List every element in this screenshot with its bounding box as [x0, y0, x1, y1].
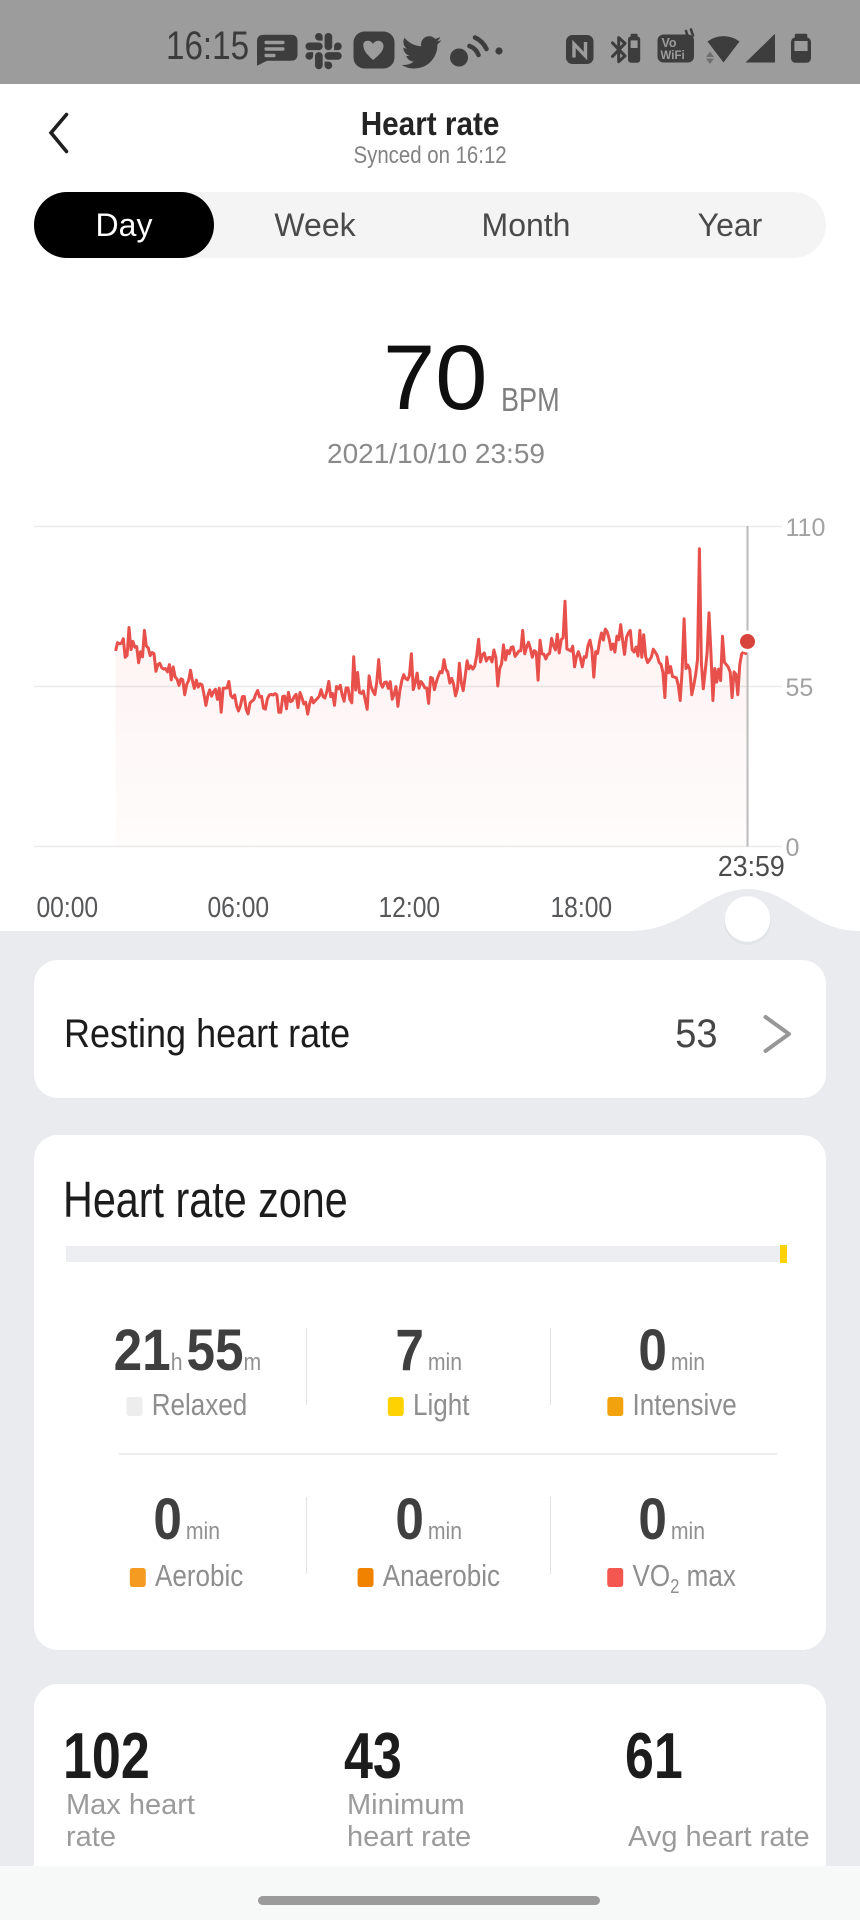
- svg-text:110: 110: [786, 514, 826, 542]
- svg-text:0: 0: [786, 834, 800, 862]
- svg-text:Vo: Vo: [662, 36, 677, 50]
- svg-text:WiFi: WiFi: [661, 50, 685, 62]
- svg-text:55: 55: [786, 674, 814, 702]
